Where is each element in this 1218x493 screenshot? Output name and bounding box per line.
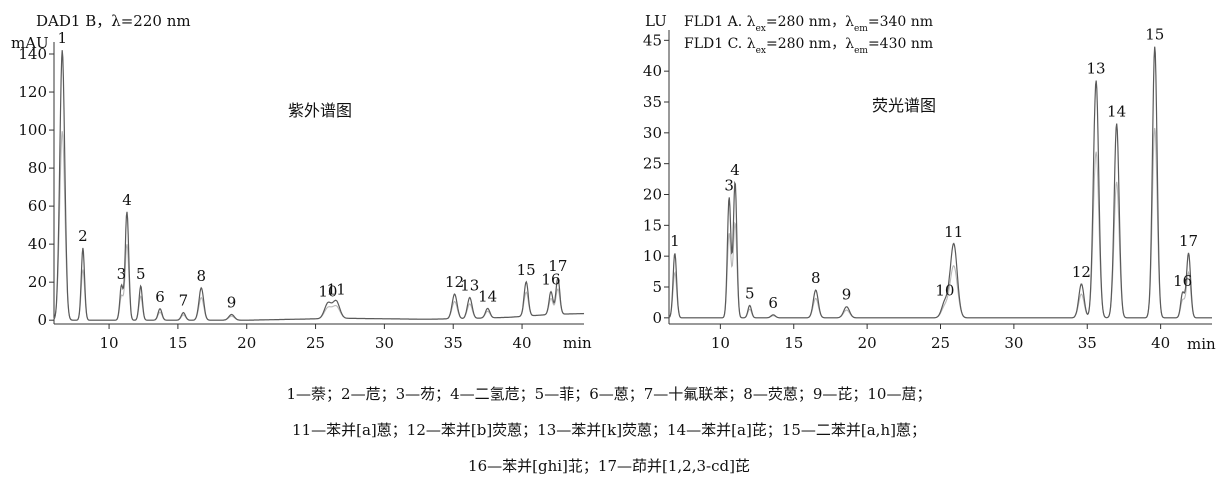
left-peak-label-13: 13	[460, 276, 479, 294]
left-peak-label-4: 4	[122, 191, 132, 209]
left-peak-label-3: 3	[117, 265, 127, 283]
fld-detector-header-a: FLD1 A. λex=280 nm，λem=340 nm	[684, 14, 933, 34]
left-peak-label-6: 6	[155, 288, 165, 306]
right-y-tick-label: 35	[643, 93, 662, 111]
left-x-tick-label: 30	[375, 334, 394, 352]
left-peak-label-1: 1	[57, 29, 67, 47]
right-peak-label-12: 12	[1072, 263, 1091, 281]
compound-legend-line-3: 16—苯并[ghi]苝；17—茚并[1,2,3-cd]芘	[468, 457, 750, 475]
left-peak-label-9: 9	[227, 293, 237, 311]
right-y-tick-label: 15	[643, 216, 662, 234]
right-peak-label-1: 1	[670, 232, 680, 250]
left-x-tick-label: 10	[100, 334, 119, 352]
left-y-tick-label: 40	[28, 235, 47, 253]
left-y-tick-label: 0	[37, 311, 47, 329]
right-y-tick-label: 25	[643, 155, 662, 173]
right-peak-label-15: 15	[1145, 26, 1164, 44]
fld-chromatogram-panel: LU FLD1 A. λex=280 nm，λem=340 nm FLD1 C.…	[643, 12, 1216, 353]
right-peak-label-6: 6	[768, 294, 778, 312]
left-x-tick-label: 25	[306, 334, 325, 352]
right-peak-label-9: 9	[842, 286, 852, 304]
right-peak-label-5: 5	[745, 285, 755, 303]
right-peak-label-11: 11	[944, 223, 963, 241]
left-x-tick-label: 35	[444, 334, 463, 352]
right-x-tick-label: 15	[784, 334, 803, 352]
compound-legend-line-2: 11—苯并[a]蒽；12—苯并[b]荧蒽；13—苯并[k]荧蒽；14—苯并[a]…	[292, 421, 926, 439]
left-y-tick-label: 100	[18, 121, 47, 139]
right-x-tick-label: 35	[1078, 334, 1097, 352]
right-trace-primary	[668, 46, 1212, 319]
left-peak-label-16: 16	[541, 271, 560, 289]
uv-detector-header: DAD1 B，λ=220 nm	[36, 12, 191, 30]
right-x-tick-label: 25	[931, 334, 950, 352]
uv-chromatogram-panel: DAD1 B，λ=220 nm mAU min 紫外谱图 0 20 40 60 80 10…	[11, 12, 592, 352]
right-x-tick-label: 10	[711, 334, 730, 352]
right-y-tick-label: 0	[652, 309, 662, 327]
fld-y-axis-label: LU	[645, 12, 667, 30]
left-peak-label-2: 2	[78, 227, 88, 245]
fld-chart-annotation: 荧光谱图	[872, 96, 936, 115]
left-peak-label-7: 7	[179, 292, 189, 310]
uv-x-axis-label: min	[563, 334, 592, 352]
left-peak-label-5: 5	[136, 265, 146, 283]
left-y-tick-label: 140	[18, 45, 47, 63]
fld-detector-header-c: FLD1 C. λex=280 nm，λem=430 nm	[684, 36, 933, 56]
right-y-tick-label: 30	[643, 124, 662, 142]
right-x-tick-label: 20	[858, 334, 877, 352]
right-peak-label-16: 16	[1173, 272, 1192, 290]
right-peak-label-17: 17	[1179, 232, 1198, 250]
right-peak-label-10: 10	[935, 281, 954, 299]
left-x-tick-label: 40	[513, 334, 532, 352]
right-peak-label-13: 13	[1087, 59, 1106, 77]
right-peak-label-3: 3	[724, 177, 734, 195]
right-x-tick-label: 30	[1004, 334, 1023, 352]
left-y-tick-label: 120	[18, 83, 47, 101]
right-peak-label-8: 8	[811, 269, 821, 287]
right-y-tick-label: 10	[643, 247, 662, 265]
right-peak-label-14: 14	[1107, 103, 1126, 121]
right-x-tick-label: 40	[1151, 334, 1170, 352]
left-x-tick-label: 15	[168, 334, 187, 352]
left-peak-label-15: 15	[517, 261, 536, 279]
right-y-tick-label: 45	[643, 31, 662, 49]
uv-y-axis-label: mAU	[11, 34, 49, 52]
left-x-tick-label: 20	[237, 334, 256, 352]
fld-x-axis-label: min	[1187, 335, 1216, 353]
left-y-tick-label: 80	[28, 159, 47, 177]
left-peak-label-12: 12	[445, 273, 464, 291]
right-y-tick-label: 20	[643, 186, 662, 204]
left-y-tick-label: 20	[28, 273, 47, 291]
left-peak-label-8: 8	[197, 267, 207, 285]
left-peak-label-17: 17	[548, 257, 567, 275]
compound-legend-line-1: 1—萘；2—苊；3—芴；4—二氢苊；5—菲；6—蒽；7—十氟联苯；8—荧蒽；9—…	[286, 385, 932, 403]
left-y-tick-label: 60	[28, 197, 47, 215]
left-peak-label-14: 14	[478, 287, 497, 305]
uv-chart-annotation: 紫外谱图	[288, 101, 352, 120]
right-y-tick-label: 40	[643, 62, 662, 80]
left-peak-label-11: 11	[327, 280, 346, 298]
right-y-tick-label: 5	[652, 278, 662, 296]
left-trace-primary	[53, 50, 585, 321]
left-peak-label-10: 10	[318, 282, 337, 300]
right-peak-label-4: 4	[730, 161, 740, 179]
